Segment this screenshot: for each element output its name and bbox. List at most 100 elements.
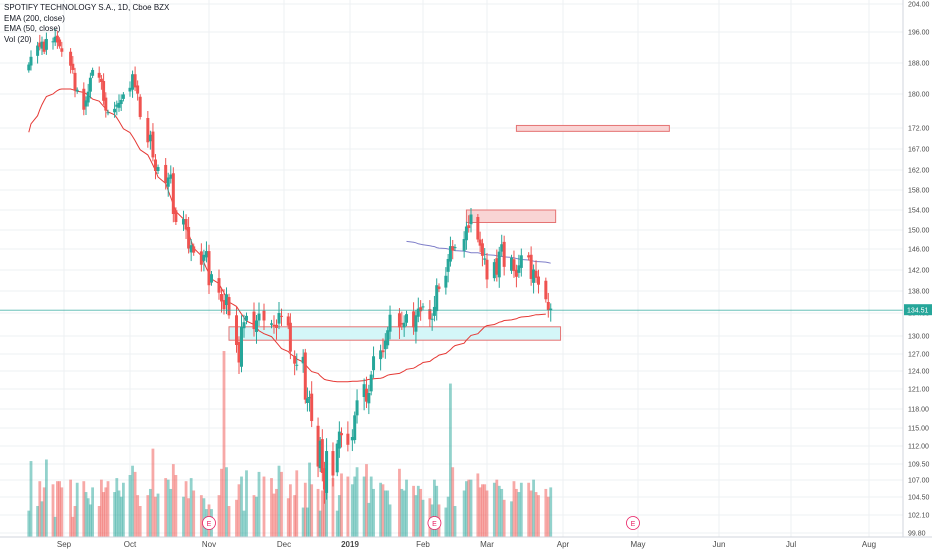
candle-body [492, 262, 496, 279]
candle [308, 390, 312, 412]
volume-bar [362, 476, 366, 537]
volume-bar [286, 498, 290, 537]
volume-bar [546, 496, 550, 537]
candle-body [451, 246, 455, 251]
candle [257, 302, 261, 326]
candle [453, 244, 457, 252]
candle-body [210, 274, 213, 283]
volume-bar [38, 481, 42, 537]
volume-bar [517, 492, 521, 537]
candle [245, 312, 248, 325]
volume-bar [131, 465, 134, 537]
candle-body [402, 322, 406, 328]
volume-bar [414, 495, 418, 537]
volume-bar [323, 478, 326, 537]
price-tick-label: 162.00 [908, 168, 930, 175]
candle-body [53, 36, 57, 43]
price-tick-label: 124.00 [908, 369, 930, 376]
volume-bar [497, 485, 501, 537]
candle [189, 239, 193, 262]
volume-bar [45, 459, 48, 537]
volume-bar [270, 478, 273, 537]
volume-bar [51, 484, 55, 537]
candle [478, 231, 482, 253]
candle [350, 429, 354, 452]
time-tick-label: Jul [786, 540, 796, 549]
candle [355, 389, 359, 424]
volume-bar [91, 487, 94, 537]
volume-bar [115, 478, 119, 537]
candle [40, 36, 44, 56]
volume-bar [293, 495, 297, 537]
volume-bar [316, 488, 320, 537]
ema200-legend: EMA (200, close) [4, 13, 65, 23]
candle-body [478, 239, 482, 246]
candle-body [546, 302, 550, 311]
candle-body [305, 398, 309, 403]
resistance-zone [515, 124, 670, 132]
volume-bar [174, 475, 178, 537]
volume-bar [400, 488, 404, 537]
candle-body [113, 108, 117, 113]
volume-bar [277, 465, 281, 537]
candle-body [272, 324, 276, 327]
candle-body [262, 310, 266, 321]
candle-body [388, 314, 392, 332]
candle [337, 421, 341, 458]
candle-body [514, 269, 518, 277]
candle [184, 214, 188, 240]
price-tick-label: 109.50 [908, 462, 930, 469]
candle-body [102, 81, 106, 101]
price-tick-label: 188.00 [908, 61, 930, 68]
candle [84, 96, 88, 116]
candle [388, 305, 392, 340]
candle [444, 267, 448, 295]
candle-body [502, 241, 506, 267]
resistance-zone [465, 209, 557, 223]
candle-body [437, 286, 441, 289]
volume-bar [355, 467, 359, 537]
candle [286, 313, 290, 330]
candle [544, 277, 548, 303]
candle-body [412, 311, 416, 328]
candle-body [106, 112, 110, 114]
candle [476, 214, 480, 243]
candle [318, 437, 322, 472]
candle-body [227, 297, 231, 316]
candle-body [379, 350, 383, 360]
volume-bar [257, 471, 261, 537]
volume-bar [398, 468, 401, 537]
candle-body [318, 440, 322, 469]
volume-bar [71, 516, 75, 537]
volume-bar [275, 488, 278, 537]
candle [500, 234, 504, 257]
price-tick-label: 196.00 [908, 30, 930, 37]
volume-bar [515, 488, 518, 537]
candle-body [171, 173, 175, 214]
volume-bar [280, 471, 283, 537]
candle-body [301, 356, 305, 364]
volume-bar [171, 464, 175, 537]
candle [55, 30, 59, 49]
candles [27, 29, 553, 504]
candle-body [189, 245, 193, 253]
candle [514, 264, 518, 288]
candle-body [82, 88, 86, 110]
volume-bar [428, 498, 432, 537]
price-tick-label: 118.00 [908, 407, 929, 414]
price-tick-label: 142.00 [908, 268, 930, 275]
candle-body [527, 255, 531, 258]
candle [227, 293, 231, 319]
ema50-legend: EMA (50, close) [4, 24, 61, 33]
candle-body [476, 217, 480, 240]
candle-body [448, 246, 452, 262]
candle-body [295, 364, 299, 366]
price-tick-label: 154.00 [908, 208, 930, 215]
candle [272, 315, 276, 334]
candle [128, 81, 132, 97]
earnings-marker [202, 516, 216, 530]
candle-body [495, 258, 499, 275]
candle [27, 62, 31, 73]
